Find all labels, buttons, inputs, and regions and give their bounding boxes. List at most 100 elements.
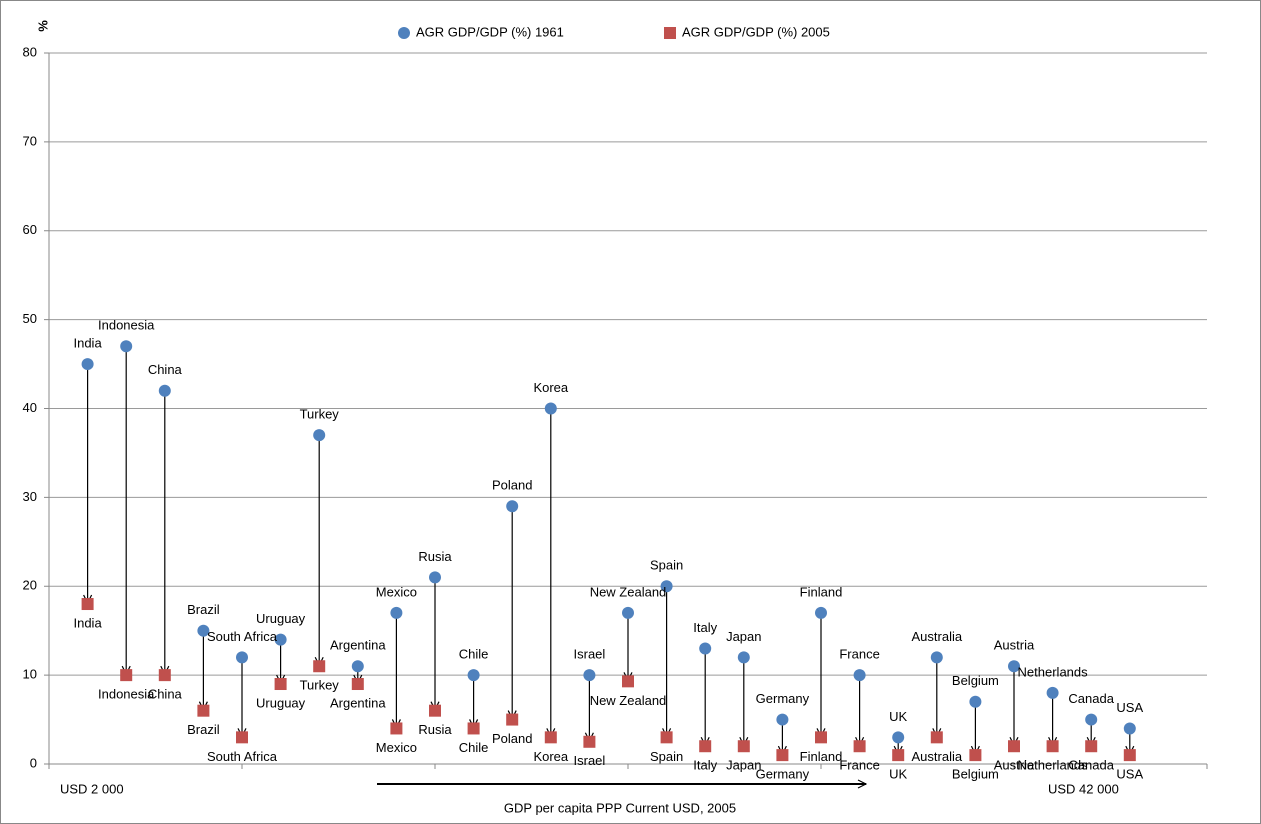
point-label: Canada bbox=[1068, 691, 1114, 706]
point-label: Poland bbox=[492, 478, 532, 493]
point-1961 bbox=[930, 651, 943, 664]
point-label: Austria bbox=[994, 638, 1035, 653]
point-1961 bbox=[351, 660, 364, 673]
point-label: Finland bbox=[800, 749, 843, 764]
point-1961 bbox=[429, 571, 441, 584]
point-1961 bbox=[622, 606, 634, 619]
y-tick-label: 70 bbox=[23, 133, 37, 148]
point-label: Netherlands bbox=[1018, 664, 1089, 679]
point-1961 bbox=[81, 358, 94, 371]
point-1961 bbox=[583, 669, 596, 682]
point-label: Chile bbox=[459, 647, 489, 662]
point-label: Brazil bbox=[187, 722, 220, 737]
point-label: Mexico bbox=[376, 584, 417, 599]
point-label: China bbox=[148, 362, 183, 377]
point-1961 bbox=[815, 606, 827, 619]
point-1961 bbox=[120, 340, 133, 353]
point-label: Japan bbox=[726, 758, 761, 773]
point-2005 bbox=[737, 740, 750, 753]
point-2005 bbox=[776, 749, 789, 762]
point-label: Korea bbox=[533, 749, 568, 764]
point-label: Israel bbox=[574, 753, 606, 768]
point-2005 bbox=[544, 731, 557, 744]
point-label: Netherlands bbox=[1018, 758, 1089, 773]
point-label: New Zealand bbox=[590, 584, 667, 599]
point-label: Belgium bbox=[952, 673, 999, 688]
point-label: Australia bbox=[912, 629, 963, 644]
point-label: Brazil bbox=[187, 602, 220, 617]
point-1961 bbox=[1123, 722, 1136, 735]
point-label: Spain bbox=[650, 558, 683, 573]
point-label: UK bbox=[889, 709, 907, 724]
point-2005 bbox=[429, 704, 441, 717]
annotation: USD 2 000 bbox=[60, 781, 124, 796]
point-2005 bbox=[390, 722, 403, 735]
point-label: Spain bbox=[650, 749, 683, 764]
point-label: Uruguay bbox=[256, 695, 306, 710]
point-2005 bbox=[236, 731, 248, 744]
point-1961 bbox=[699, 642, 712, 655]
point-label: Turkey bbox=[300, 678, 340, 693]
point-label: Turkey bbox=[300, 407, 340, 422]
point-2005 bbox=[969, 749, 982, 762]
point-2005 bbox=[506, 713, 519, 726]
y-tick-label: 60 bbox=[23, 222, 37, 237]
point-2005 bbox=[583, 735, 596, 748]
point-label: Germany bbox=[756, 691, 810, 706]
point-1961 bbox=[1085, 713, 1098, 726]
point-label: Germany bbox=[756, 767, 810, 782]
point-2005 bbox=[274, 678, 287, 691]
legend-marker bbox=[398, 27, 410, 39]
point-label: Israel bbox=[574, 647, 606, 662]
point-2005 bbox=[81, 598, 94, 611]
point-label: Japan bbox=[726, 629, 761, 644]
point-2005 bbox=[853, 740, 866, 753]
point-label: South Africa bbox=[207, 629, 278, 644]
y-tick-label: 80 bbox=[23, 44, 37, 59]
point-label: Rusia bbox=[418, 549, 452, 564]
point-2005 bbox=[120, 669, 133, 682]
point-2005 bbox=[351, 678, 364, 691]
point-2005 bbox=[197, 704, 210, 717]
point-label: Italy bbox=[693, 758, 717, 773]
legend-label: AGR GDP/GDP (%) 2005 bbox=[682, 24, 830, 39]
point-2005 bbox=[467, 722, 480, 735]
point-2005 bbox=[1123, 749, 1136, 762]
y-tick-label: 40 bbox=[23, 400, 37, 415]
y-tick-label: 20 bbox=[23, 578, 37, 593]
point-1961 bbox=[506, 500, 519, 513]
point-label: USA bbox=[1116, 767, 1143, 782]
point-label: New Zealand bbox=[590, 693, 667, 708]
point-1961 bbox=[1046, 686, 1059, 699]
point-label: South Africa bbox=[207, 749, 278, 764]
point-label: France bbox=[839, 647, 879, 662]
point-2005 bbox=[158, 669, 171, 682]
point-1961 bbox=[1008, 660, 1020, 673]
point-label: Poland bbox=[492, 731, 532, 746]
point-2005 bbox=[815, 731, 827, 744]
point-1961 bbox=[776, 713, 789, 726]
legend-label: AGR GDP/GDP (%) 1961 bbox=[416, 24, 564, 39]
point-label: Indonesia bbox=[98, 318, 155, 333]
point-label: Korea bbox=[533, 380, 568, 395]
point-1961 bbox=[158, 384, 171, 397]
point-1961 bbox=[313, 429, 326, 442]
point-1961 bbox=[853, 669, 866, 682]
point-2005 bbox=[313, 660, 326, 673]
point-label: Chile bbox=[459, 740, 489, 755]
point-label: India bbox=[73, 615, 102, 630]
point-label: Indonesia bbox=[98, 687, 155, 702]
point-1961 bbox=[274, 633, 287, 646]
point-label: Argentina bbox=[330, 638, 386, 653]
point-2005 bbox=[660, 731, 673, 744]
y-axis-label: % bbox=[35, 20, 50, 32]
point-label: France bbox=[839, 758, 879, 773]
point-2005 bbox=[1008, 740, 1020, 753]
point-2005 bbox=[930, 731, 943, 744]
point-label: UK bbox=[889, 767, 907, 782]
point-2005 bbox=[1085, 740, 1098, 753]
point-1961 bbox=[892, 731, 905, 744]
point-label: Italy bbox=[693, 620, 717, 635]
point-label: Belgium bbox=[952, 767, 999, 782]
